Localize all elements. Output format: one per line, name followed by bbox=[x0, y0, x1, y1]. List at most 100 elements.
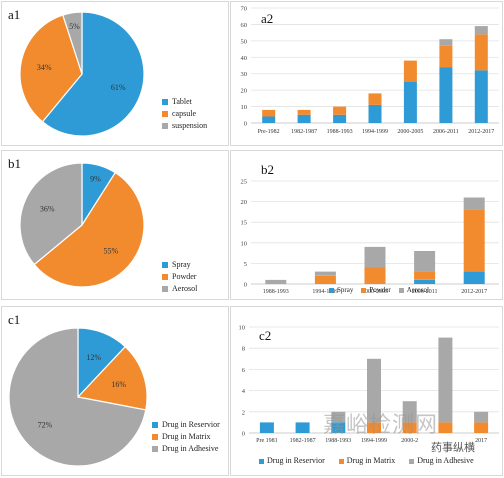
bar-segment bbox=[414, 279, 436, 284]
legend-label: Tablet bbox=[172, 97, 192, 106]
pie-slice bbox=[19, 162, 83, 266]
legend-swatch bbox=[162, 286, 168, 292]
bar-segment bbox=[474, 70, 488, 123]
bar-segment bbox=[297, 114, 311, 123]
y-tick-label: 4 bbox=[242, 388, 246, 395]
bar-segment bbox=[364, 267, 386, 284]
legend-label: Aerosol bbox=[406, 286, 429, 294]
legend-label: Drug in Matrix bbox=[346, 456, 396, 465]
bar-segment bbox=[297, 109, 311, 115]
x-tick-label: 2000-2005 bbox=[397, 129, 423, 135]
panel-label-b1: b1 bbox=[8, 156, 21, 171]
x-tick-label: 1982-1987 bbox=[290, 438, 316, 444]
y-tick-label: 8 bbox=[242, 346, 245, 353]
bar-segment bbox=[439, 67, 453, 123]
legend-c2: Drug in Reservior Drug in Matrix Drug in… bbox=[259, 457, 474, 465]
legend-label: Drug in Matrix bbox=[162, 432, 211, 441]
legend-item: Drug in Reservior bbox=[152, 419, 220, 431]
bar-segment bbox=[262, 109, 276, 117]
pie-value-label: 5% bbox=[69, 22, 80, 31]
legend-label: Powder bbox=[369, 286, 391, 294]
panel-label-a2: a2 bbox=[261, 11, 274, 26]
y-tick-label: 25 bbox=[241, 179, 248, 186]
panel-a2: 0 10 20 30 40 50 60 70 Pre-1982 1982-1987 1988-199… bbox=[230, 1, 503, 146]
y-tick-label: 15 bbox=[241, 220, 248, 227]
panel-label-b2: b2 bbox=[261, 162, 274, 177]
bar-segment bbox=[463, 271, 485, 284]
x-tick-label: 1988-1993 bbox=[327, 129, 353, 135]
legend-swatch bbox=[361, 288, 367, 293]
legend-label: Drug in Reservior bbox=[162, 420, 220, 429]
bar-segment bbox=[367, 422, 381, 433]
legend-label: Aerosol bbox=[172, 284, 198, 293]
bar-segment bbox=[259, 422, 274, 433]
panel-c1: 12% 16% 72% c1 Drug in Reservior Drug in M… bbox=[1, 306, 229, 476]
y-tick-label: 60 bbox=[241, 22, 248, 29]
bar-chart-b2: 0 5 10 15 20 25 1988-1993 1994-1999 2000-2005 200… bbox=[241, 179, 499, 295]
bar-segment bbox=[265, 279, 287, 284]
legend-swatch bbox=[259, 458, 264, 464]
legend-label: Powder bbox=[172, 272, 197, 281]
bar-segment bbox=[262, 116, 276, 123]
pie-value-label: 12% bbox=[86, 353, 101, 362]
bar-segment bbox=[438, 337, 453, 423]
legend-swatch bbox=[162, 262, 168, 268]
panel-label-c2: c2 bbox=[259, 328, 272, 343]
legend-item: Drug in Matrix bbox=[152, 431, 220, 443]
legend-swatch bbox=[162, 274, 168, 280]
x-tick-label: Pre-1982 bbox=[258, 129, 280, 135]
x-tick-label: 2012-2017 bbox=[468, 129, 494, 135]
legend-swatch bbox=[162, 99, 168, 105]
legend-item: suspension bbox=[162, 120, 207, 132]
bar-segment bbox=[333, 106, 347, 115]
bar-segment bbox=[439, 45, 453, 68]
pie-value-label: 16% bbox=[111, 380, 126, 389]
bar-chart-a2: 0 10 20 30 40 50 60 70 Pre-1982 1982-1987 1988-199… bbox=[241, 6, 499, 135]
bar-segment bbox=[474, 34, 488, 71]
panel-b2: 0 5 10 15 20 25 1988-1993 1994-1999 2000-2005 200… bbox=[230, 150, 503, 300]
x-tick-label: 1994-1999 bbox=[312, 289, 338, 295]
bar-segment bbox=[402, 401, 417, 423]
bar-segment bbox=[333, 114, 347, 123]
y-tick-label: 20 bbox=[241, 199, 248, 206]
bar-segment bbox=[331, 422, 346, 433]
pie-chart-a1: 61% 34% 5% bbox=[19, 11, 145, 137]
x-tick-label: 1988-1993 bbox=[325, 438, 351, 444]
legend-label: Drug in Adhesive bbox=[162, 444, 219, 453]
legend-c1: Drug in Reservior Drug in Matrix Drug in… bbox=[152, 419, 220, 455]
legend-item: Drug in Matrix bbox=[338, 456, 396, 465]
bar-segment bbox=[439, 39, 453, 46]
pie-value-label: 9% bbox=[90, 175, 101, 184]
pie-value-label: 34% bbox=[37, 63, 52, 72]
x-tick-label: 2006-2011 bbox=[433, 129, 459, 135]
y-tick-label: 70 bbox=[241, 6, 248, 13]
bar-segment bbox=[438, 422, 453, 433]
pie-chart-c1: 12% 16% 72% bbox=[8, 327, 148, 467]
bar-segment bbox=[414, 271, 436, 280]
pie-slice bbox=[33, 171, 145, 288]
panel-b1: 9% 55% 36% b1 Spray Powder Aerosol bbox=[1, 150, 229, 300]
legend-item: Tablet bbox=[162, 96, 207, 108]
bar-segment bbox=[314, 271, 336, 276]
bar-segment bbox=[331, 411, 346, 423]
bar-segment bbox=[463, 197, 485, 210]
legend-swatch bbox=[338, 458, 344, 464]
legend-label: suspension bbox=[172, 121, 208, 130]
panel-label-a1: a1 bbox=[8, 7, 21, 22]
panel-c2: 0 2 4 6 8 10 Pre 1981 1982-1987 1988-1993 1994-19… bbox=[230, 306, 503, 476]
legend-item: capsule bbox=[162, 108, 207, 120]
x-tick-label: 1994-1999 bbox=[362, 129, 388, 135]
legend-label: Drug in Adhesive bbox=[417, 456, 474, 465]
bar-segment bbox=[414, 251, 436, 272]
pie-slice bbox=[19, 14, 83, 123]
legend-item: Drug in Adhesive bbox=[152, 443, 220, 455]
bar-segment bbox=[295, 422, 310, 433]
legend-swatch bbox=[329, 288, 334, 293]
bar-segment bbox=[368, 104, 382, 123]
x-tick-label: 1988-1993 bbox=[263, 289, 289, 295]
panel-a1: 61% 34% 5% a1 Tablet capsule suspension bbox=[1, 1, 229, 146]
y-tick-label: 0 bbox=[244, 121, 247, 128]
panel-label-c1: c1 bbox=[8, 312, 21, 327]
watermark-text: 嘉峪检测网 bbox=[323, 413, 439, 438]
legend-b2: Spray Powder Aerosol bbox=[329, 287, 429, 294]
